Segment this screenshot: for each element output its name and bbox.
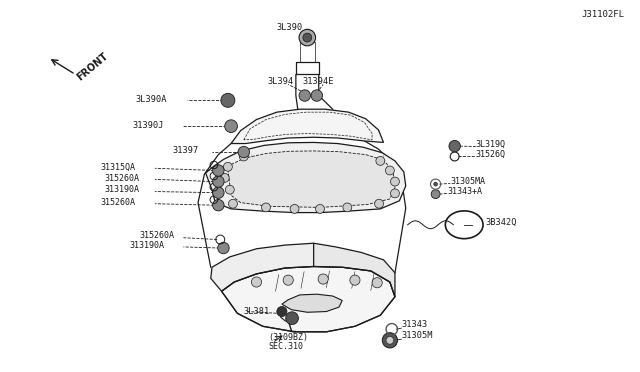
Circle shape [376,157,385,165]
Circle shape [228,199,237,208]
Text: SEC.310: SEC.310 [268,342,303,351]
Circle shape [262,203,271,212]
Circle shape [225,120,237,132]
Circle shape [385,166,394,175]
Circle shape [218,242,229,254]
Text: 315260A: 315260A [104,174,139,183]
Circle shape [311,90,323,101]
Text: 315260A: 315260A [101,198,136,207]
Circle shape [212,199,224,211]
Text: 31397: 31397 [173,147,199,155]
Circle shape [223,162,232,171]
Text: J31102FL: J31102FL [582,10,625,19]
Text: 3L319Q: 3L319Q [476,140,506,149]
Text: 3L390A: 3L390A [136,95,167,104]
Circle shape [318,274,328,284]
Circle shape [277,307,287,317]
Circle shape [299,90,310,101]
Text: 31315QA: 31315QA [101,163,136,172]
Text: 313190A: 313190A [104,185,139,194]
Circle shape [303,33,312,42]
Text: FRONT: FRONT [76,51,111,83]
Circle shape [225,185,234,194]
Circle shape [212,176,224,187]
Text: 31526Q: 31526Q [476,150,506,159]
Polygon shape [228,151,395,208]
Circle shape [449,140,460,152]
Polygon shape [221,266,395,332]
Text: 3L390: 3L390 [277,23,303,32]
Text: 31305M: 31305M [401,331,433,340]
Circle shape [283,275,293,285]
Circle shape [238,146,250,158]
Circle shape [299,29,316,46]
Text: 31343: 31343 [401,320,428,329]
Circle shape [212,187,224,198]
Text: 315260A: 315260A [139,231,174,240]
Text: 31390J: 31390J [132,121,164,129]
Circle shape [374,199,383,208]
Polygon shape [211,243,314,291]
Polygon shape [205,142,406,212]
Circle shape [431,190,440,199]
Circle shape [285,312,298,324]
Circle shape [434,182,438,186]
Text: 31394E: 31394E [302,77,333,86]
Circle shape [290,205,299,213]
Circle shape [316,205,324,213]
Circle shape [239,152,248,161]
Circle shape [252,277,262,287]
Text: 31343+A: 31343+A [447,187,482,196]
Text: 31305MA: 31305MA [450,177,485,186]
Text: 3L381: 3L381 [244,307,270,316]
Circle shape [343,203,352,212]
Text: (3109BZ): (3109BZ) [268,333,308,342]
Circle shape [382,333,397,348]
Circle shape [390,189,399,198]
Text: 3B342Q: 3B342Q [485,218,516,227]
Polygon shape [314,243,395,297]
Polygon shape [282,294,342,312]
Text: 313190A: 313190A [129,241,164,250]
Text: 3L394: 3L394 [268,77,294,86]
Circle shape [350,275,360,285]
Circle shape [221,93,235,108]
Polygon shape [231,109,383,144]
Circle shape [372,278,382,288]
Circle shape [212,165,224,176]
Circle shape [390,177,399,186]
Circle shape [220,173,229,182]
Circle shape [386,337,394,344]
